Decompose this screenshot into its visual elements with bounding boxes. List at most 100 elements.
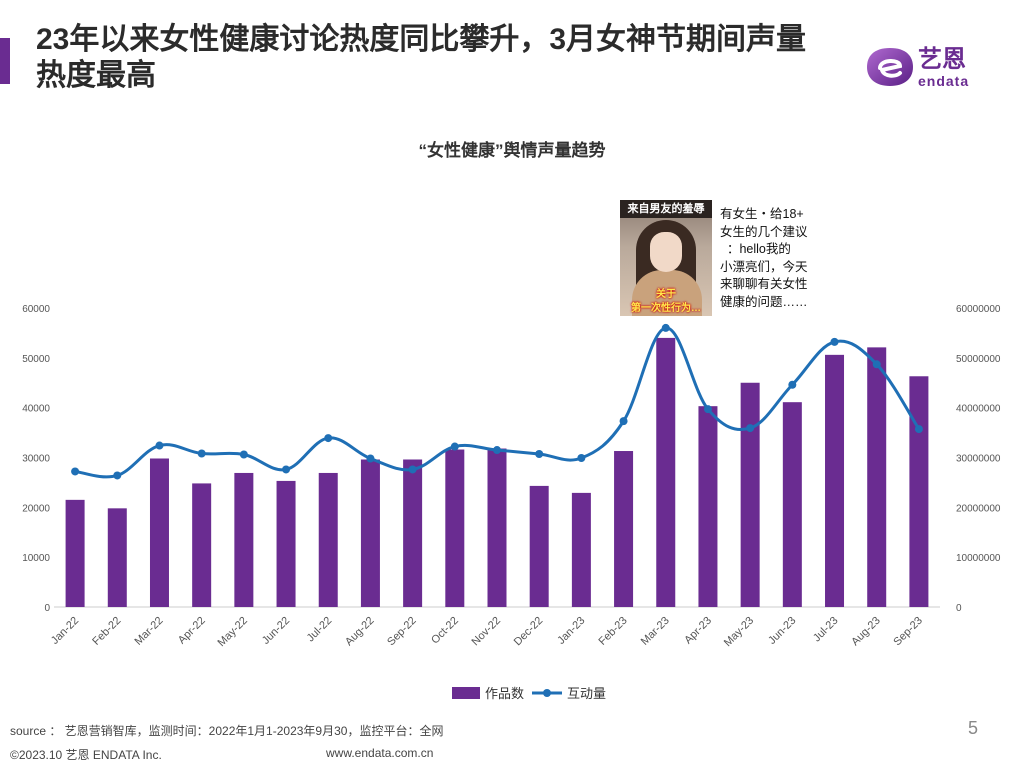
x-tick-label: Dec-22 (512, 615, 546, 649)
x-tick-label: Aug-23 (849, 615, 883, 649)
line-point-Feb-23 (619, 417, 628, 426)
bar-Apr-22 (192, 483, 212, 607)
x-tick-label: Mar-23 (639, 615, 672, 648)
legend-bar-label: 作品数 (485, 686, 524, 701)
x-tick-label: Feb-23 (597, 615, 630, 648)
line-point-Jul-22 (324, 434, 333, 443)
y-right-tick-label: 30000000 (956, 454, 1001, 465)
x-tick-label: Oct-22 (429, 615, 461, 647)
y-right-tick-label: 40000000 (956, 404, 1001, 415)
post-excerpt: 有女生・给18+ 女生的几个建议 ：hello我的 小漂亮们，今天 来聊聊有关女… (720, 207, 808, 309)
website-url: www.endata.com.cn (326, 746, 434, 760)
line-point-May-23 (746, 424, 755, 433)
line-point-Aug-22 (366, 454, 375, 463)
x-tick-label: Jun-23 (766, 615, 798, 647)
bar-Jul-23 (825, 354, 845, 607)
x-tick-label: Apr-23 (682, 615, 714, 647)
y-left-tick-label: 10000 (22, 553, 50, 564)
chart-title: “女性健康”舆情声量趋势 (418, 141, 606, 160)
line-point-Jun-22 (282, 465, 291, 474)
bar-Oct-22 (445, 449, 465, 607)
line-point-Sep-23 (914, 425, 923, 434)
line-point-Aug-23 (872, 360, 881, 369)
legend-bar-swatch (452, 687, 480, 699)
line-point-Apr-23 (703, 405, 712, 414)
post-thumbnail: 来自男友的羞辱 关于 第一次性行为… (620, 200, 712, 316)
logo-text-cn: 艺恩 (918, 46, 966, 73)
y-left-tick-label: 20000 (22, 503, 50, 514)
thumbnail-face-shape (650, 232, 682, 272)
page-title: 23年以来女性健康讨论热度同比攀升，3月女神节期间声量热度最高 (36, 23, 807, 92)
x-tick-label: Jul-22 (305, 615, 335, 645)
bar-Mar-22 (149, 458, 169, 607)
x-tick-label: Nov-22 (470, 615, 504, 649)
x-tick-label: Aug-22 (343, 615, 377, 649)
x-tick-label: Feb-22 (90, 615, 123, 648)
thumbnail-caption-bottom: 关于 第一次性行为… (631, 289, 701, 314)
source-note: source ： 艺恩营销智库，监测时间：2022年1月1-2023年9月30，… (10, 724, 444, 738)
line-point-Mar-23 (661, 323, 670, 332)
bar-May-22 (234, 472, 254, 607)
copyright: ©2023.10 艺恩 ENDATA Inc. (10, 748, 162, 762)
y-right-tick-label: 0 (956, 603, 962, 614)
bar-Aug-22 (360, 459, 380, 607)
y-left-tick-label: 50000 (22, 354, 50, 365)
x-tick-label: Jul-23 (811, 615, 841, 645)
interaction-series-line (74, 326, 921, 479)
bar-Feb-22 (107, 508, 127, 607)
x-tick-label: May-22 (216, 615, 250, 649)
y-right-tick-label: 50000000 (956, 354, 1001, 365)
y-left-tick-label: 40000 (22, 404, 50, 415)
line-point-Jan-23 (577, 453, 586, 462)
title-accent-bar (0, 38, 10, 84)
line-point-Jul-23 (830, 337, 839, 346)
y-left-tick-label: 0 (44, 603, 50, 614)
thumbnail-caption-top: 来自男友的羞辱 (620, 200, 712, 218)
y-left-tick-label: 60000 (22, 304, 50, 315)
volume-trend-chart: 0 10000 20000 30000 40000 50000 60000 0 10000000… (22, 304, 1001, 701)
x-tick-label: Jun-22 (260, 615, 292, 647)
line-point-Dec-22 (535, 450, 544, 459)
bar-Jun-23 (782, 402, 802, 607)
line-point-Feb-22 (113, 471, 122, 480)
legend-line-label: 互动量 (567, 686, 606, 701)
bar-Apr-23 (698, 406, 718, 607)
thumbnail-body-shape (632, 270, 702, 316)
y-left-tick-label: 30000 (22, 454, 50, 465)
x-tick-label: Apr-22 (176, 615, 208, 647)
y-right-tick-label: 20000000 (956, 503, 1001, 514)
bar-Mar-23 (656, 337, 676, 607)
bar-Jul-22 (318, 472, 338, 607)
x-tick-label: Sep-22 (385, 615, 419, 649)
bar-Nov-22 (487, 448, 507, 607)
endata-logo: 艺恩 endata (866, 46, 996, 96)
bar-Jun-22 (276, 480, 296, 607)
line-point-Nov-22 (493, 446, 501, 455)
logo-text-en: endata (918, 73, 970, 89)
line-point-Oct-22 (450, 442, 459, 451)
line-point-Jan-22 (71, 467, 80, 476)
bar-Sep-22 (403, 459, 423, 607)
sample-post-card: 来自男友的羞辱 关于 第一次性行为… 有女生・给18+ 女生的几个建议 ：hel… (620, 200, 830, 316)
x-tick-label: Jan-23 (555, 615, 587, 647)
bar-Jan-22 (65, 499, 85, 607)
y-right-tick-label: 10000000 (956, 553, 1001, 564)
x-tick-label: Sep-23 (891, 615, 925, 649)
bar-Feb-23 (614, 451, 634, 607)
line-point-Jun-23 (788, 380, 797, 389)
bar-Sep-23 (909, 376, 929, 607)
line-point-Mar-22 (155, 441, 164, 450)
line-point-Apr-22 (197, 449, 206, 458)
line-point-Sep-22 (408, 465, 417, 474)
bar-Dec-22 (529, 485, 549, 607)
endata-logo-icon (867, 48, 913, 86)
x-tick-label: May-23 (722, 615, 756, 649)
y-right-tick-label: 60000000 (956, 304, 1001, 315)
bar-Aug-23 (867, 347, 887, 607)
legend-line-marker (543, 689, 551, 697)
bar-Jan-23 (571, 492, 591, 607)
x-tick-label: Jan-22 (49, 615, 81, 647)
line-point-May-22 (239, 450, 248, 459)
x-tick-label: Mar-22 (132, 615, 165, 648)
page-number: 5 (968, 718, 979, 738)
